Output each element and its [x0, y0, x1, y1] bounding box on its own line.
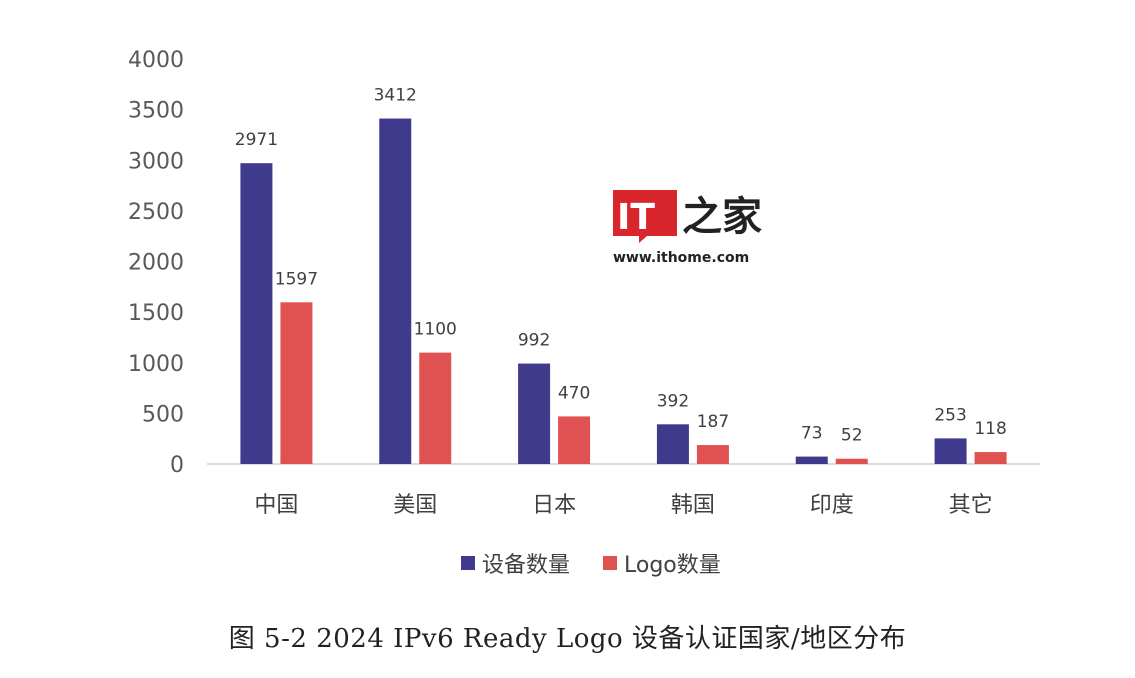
y-tick-label: 3000	[128, 149, 184, 174]
y-tick-label: 1000	[128, 352, 184, 377]
data-label: 187	[697, 412, 729, 432]
x-tick-label: 美国	[393, 493, 437, 518]
svg-text:之家: 之家	[682, 193, 762, 240]
bar-logo	[696, 445, 729, 464]
svg-text:IT: IT	[617, 197, 655, 238]
data-label: 1597	[275, 269, 318, 289]
bar-devices	[795, 456, 828, 464]
x-tick-label: 其它	[949, 493, 993, 518]
watermark-url: www.ithome.com	[613, 250, 749, 266]
x-tick-label: 中国	[254, 493, 298, 518]
legend-swatch-devices	[461, 556, 475, 570]
bar-logo	[419, 352, 452, 464]
bar-chart: 0 500 1000 1500 2000 2500 3000 3500 4000 2971 159…	[128, 48, 1040, 578]
y-tick-label: 2500	[128, 200, 184, 225]
legend-label-logo: Logo数量	[624, 553, 721, 578]
data-label: 3412	[374, 86, 417, 106]
data-label: 52	[841, 426, 863, 446]
y-tick-label: 2000	[128, 251, 184, 276]
y-tick-label: 1500	[128, 301, 184, 326]
y-axis: 0 500 1000 1500 2000 2500 3000 3500 4000	[128, 48, 184, 478]
figure-caption: 图 5-2 2024 IPv6 Ready Logo 设备认证国家/地区分布	[228, 624, 907, 654]
y-tick-label: 500	[142, 402, 184, 427]
data-label: 253	[934, 405, 966, 425]
bar-devices	[934, 438, 967, 464]
x-tick-label: 日本	[532, 493, 576, 518]
legend-label-devices: 设备数量	[482, 553, 570, 578]
y-tick-label: 3500	[128, 99, 184, 124]
ithome-watermark: IT 之家 www.ithome.com	[613, 190, 762, 266]
y-tick-label: 4000	[128, 48, 184, 73]
data-label: 992	[518, 331, 550, 351]
data-label: 470	[558, 383, 590, 403]
bars: 2971 1597 3412 1100 992 470 392 187 73 52 253 118	[235, 86, 1007, 464]
bar-devices	[240, 163, 273, 464]
x-tick-label: 印度	[810, 493, 854, 518]
data-label: 2971	[235, 130, 278, 150]
ithome-logo: IT 之家	[613, 190, 762, 243]
x-tick-label: 韩国	[671, 493, 715, 518]
data-label: 73	[801, 424, 823, 444]
legend-swatch-logo	[603, 556, 617, 570]
bar-logo	[835, 458, 868, 464]
bar-devices	[656, 424, 689, 464]
data-label: 1100	[414, 320, 457, 340]
bar-devices	[379, 118, 412, 464]
data-label: 392	[657, 391, 689, 411]
bar-logo	[280, 302, 313, 464]
data-label: 118	[974, 419, 1006, 439]
y-tick-label: 0	[170, 453, 184, 478]
legend: 设备数量 Logo数量	[461, 553, 721, 578]
x-axis: 中国 美国 日本 韩国 印度 其它	[254, 493, 992, 518]
bar-logo	[974, 452, 1007, 464]
bar-devices	[518, 363, 551, 464]
bar-logo	[558, 416, 591, 464]
